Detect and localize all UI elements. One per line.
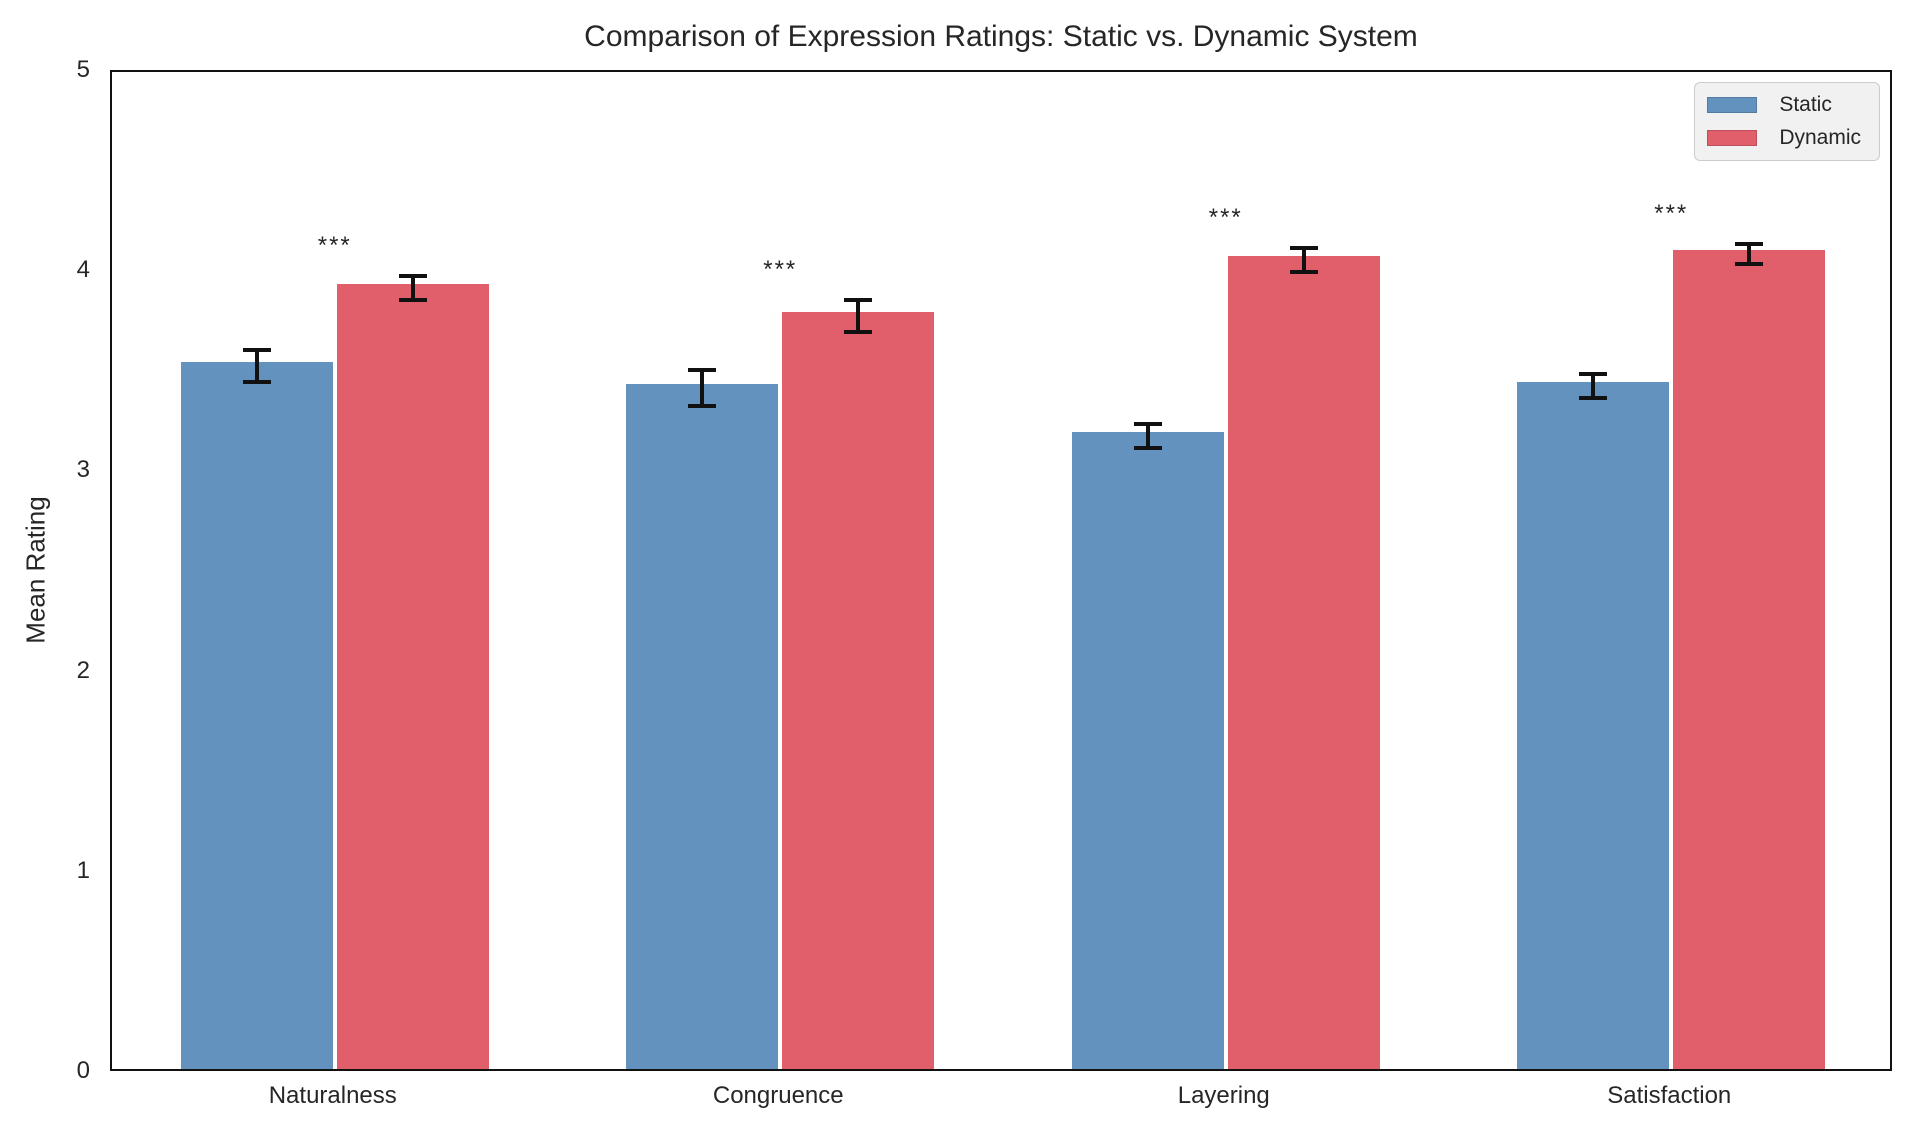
bar-static-satisfaction: [1517, 382, 1670, 1069]
error-cap-bottom-dynamic-satisfaction: [1735, 262, 1764, 267]
error-cap-top-dynamic-satisfaction: [1735, 242, 1764, 247]
bar-dynamic-congruence: [782, 312, 935, 1069]
legend-label-dynamic: Dynamic: [1779, 126, 1861, 149]
error-cap-top-dynamic-layering: [1289, 246, 1318, 251]
bar-dynamic-layering: [1227, 256, 1380, 1069]
legend-item-static: Static: [1707, 93, 1861, 117]
error-bar-static-congruence: [700, 370, 705, 407]
bar-dynamic-naturalness: [336, 284, 489, 1069]
error-cap-bottom-dynamic-congruence: [844, 330, 873, 335]
error-cap-bottom-static-satisfaction: [1579, 396, 1608, 401]
error-cap-bottom-dynamic-naturalness: [398, 298, 427, 303]
y-tick-label-0: 0: [76, 1057, 90, 1084]
x-tick-label-satisfaction: Satisfaction: [1607, 1082, 1732, 1109]
chart-title: Comparison of Expression Ratings: Static…: [584, 20, 1418, 53]
legend-swatch-dynamic: [1707, 130, 1758, 146]
error-bar-dynamic-naturalness: [410, 276, 415, 301]
error-bar-static-layering: [1145, 424, 1150, 449]
bar-static-naturalness: [180, 362, 333, 1069]
error-cap-top-dynamic-congruence: [844, 298, 873, 303]
error-cap-bottom-dynamic-layering: [1289, 270, 1318, 275]
error-bar-static-satisfaction: [1591, 374, 1596, 399]
y-axis-label: Mean Rating: [20, 496, 51, 644]
legend: Static Dynamic: [1694, 82, 1880, 161]
error-cap-bottom-static-layering: [1133, 446, 1162, 451]
y-tick-label-4: 4: [76, 256, 90, 284]
error-cap-top-dynamic-naturalness: [398, 274, 427, 279]
error-bar-static-naturalness: [254, 350, 259, 383]
bar-static-layering: [1071, 432, 1224, 1069]
legend-label-static: Static: [1779, 93, 1832, 116]
error-bar-dynamic-congruence: [856, 300, 861, 333]
y-tick-label-2: 2: [76, 656, 90, 684]
y-tick-label-3: 3: [76, 456, 90, 484]
legend-item-dynamic: Dynamic: [1707, 126, 1861, 150]
legend-swatch-static: [1707, 97, 1758, 113]
x-tick-label-congruence: Congruence: [712, 1082, 844, 1109]
y-tick-label-1: 1: [76, 856, 90, 884]
error-cap-bottom-static-congruence: [688, 404, 717, 409]
error-cap-bottom-static-naturalness: [242, 380, 271, 385]
bar-dynamic-satisfaction: [1673, 250, 1826, 1069]
significance-marker-satisfaction: ***: [1654, 200, 1689, 228]
error-cap-top-static-satisfaction: [1579, 372, 1608, 377]
error-cap-top-static-congruence: [688, 368, 717, 373]
error-bar-dynamic-satisfaction: [1747, 244, 1752, 265]
y-tick-label-5: 5: [76, 56, 90, 83]
bar-static-congruence: [626, 384, 779, 1069]
x-tick-label-naturalness: Naturalness: [268, 1082, 397, 1109]
significance-marker-layering: ***: [1208, 204, 1243, 232]
significance-marker-congruence: ***: [763, 256, 798, 284]
significance-marker-naturalness: ***: [317, 232, 352, 260]
plot-area: *** *** *** *** Static Dynamic: [110, 70, 1892, 1071]
error-cap-top-static-layering: [1133, 422, 1162, 427]
error-cap-top-static-naturalness: [242, 348, 271, 353]
x-tick-label-layering: Layering: [1177, 1082, 1270, 1109]
error-bar-dynamic-layering: [1301, 248, 1306, 273]
